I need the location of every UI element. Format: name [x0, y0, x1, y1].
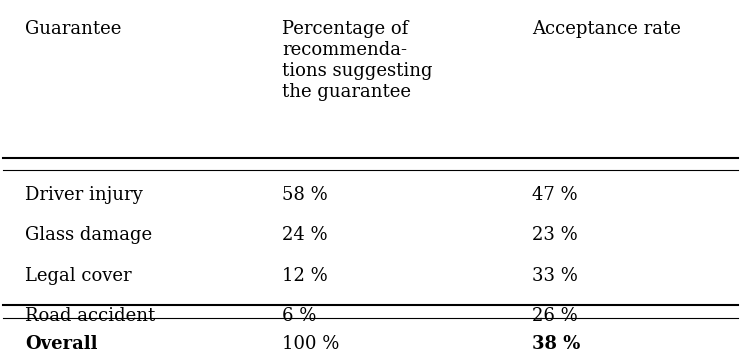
Text: Legal cover: Legal cover [25, 266, 131, 284]
Text: 38 %: 38 % [532, 335, 581, 353]
Text: 33 %: 33 % [532, 266, 578, 284]
Text: Overall: Overall [25, 335, 97, 353]
Text: 58 %: 58 % [282, 186, 328, 204]
Text: Percentage of
recommenda-
tions suggesting
the guarantee: Percentage of recommenda- tions suggesti… [282, 21, 433, 101]
Text: Glass damage: Glass damage [25, 226, 152, 244]
Text: 12 %: 12 % [282, 266, 328, 284]
Text: 47 %: 47 % [532, 186, 578, 204]
Text: 6 %: 6 % [282, 307, 316, 325]
Text: 26 %: 26 % [532, 307, 578, 325]
Text: 23 %: 23 % [532, 226, 578, 244]
Text: Road accident: Road accident [25, 307, 155, 325]
Text: Driver injury: Driver injury [25, 186, 142, 204]
Text: Acceptance rate: Acceptance rate [532, 21, 681, 39]
Text: 100 %: 100 % [282, 335, 339, 353]
Text: 24 %: 24 % [282, 226, 328, 244]
Text: Guarantee: Guarantee [25, 21, 122, 39]
